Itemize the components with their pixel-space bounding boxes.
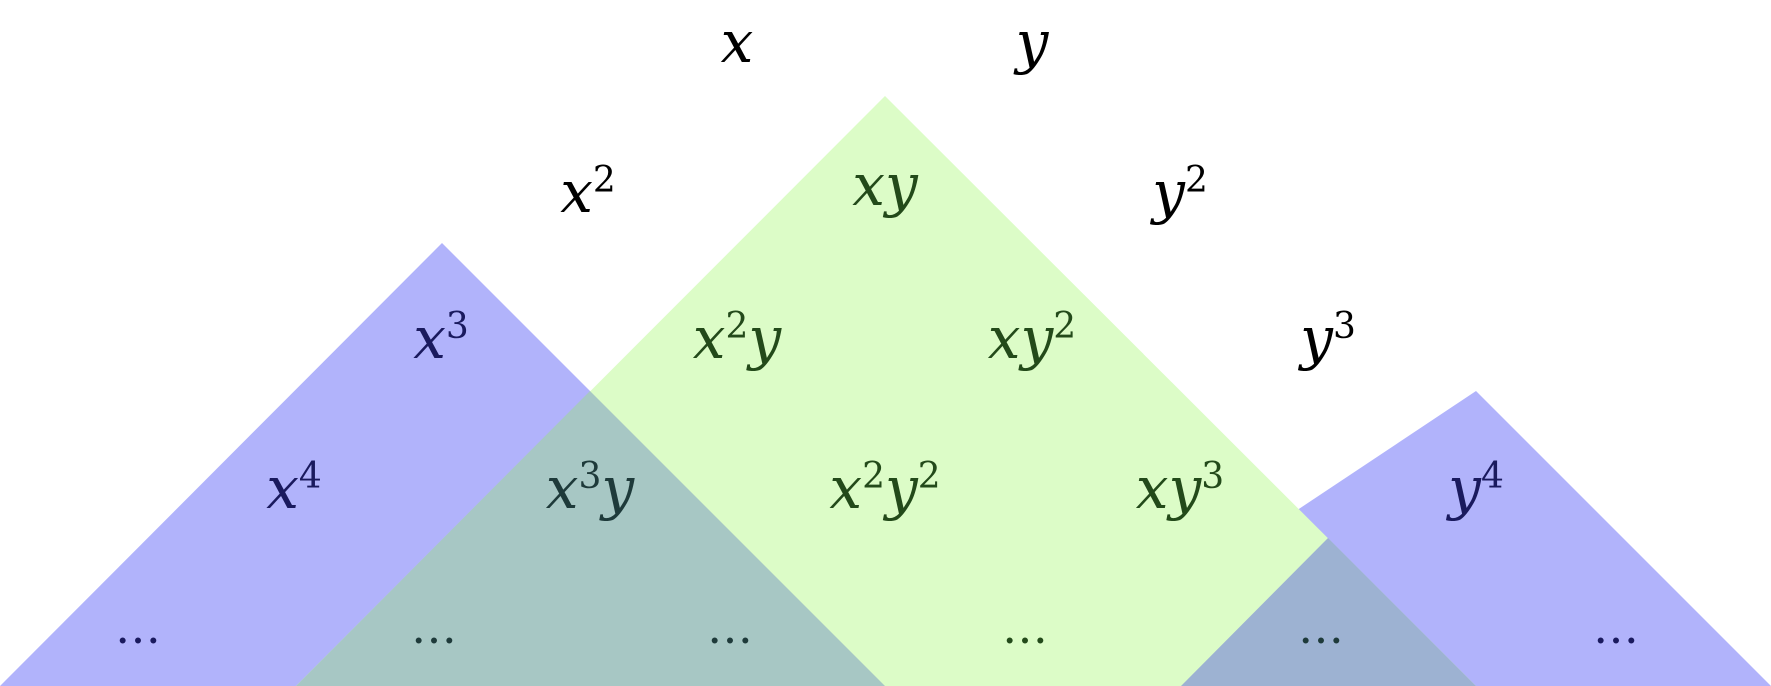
- left-overlap-region: [296, 391, 885, 686]
- monomial-x2: x2: [560, 158, 616, 226]
- monomial-y: y: [1015, 8, 1049, 76]
- monomial-y2: y2: [1152, 158, 1208, 226]
- monomial-x2y: x2y: [692, 304, 782, 372]
- monomial-x3: x3: [413, 304, 469, 372]
- ellipsis: …: [1298, 600, 1350, 654]
- monomial-y4: y4: [1448, 454, 1504, 522]
- ellipsis: …: [707, 600, 759, 654]
- ellipsis: …: [115, 600, 167, 654]
- monomial-y3: y3: [1300, 304, 1356, 372]
- monomial-x3y: x3y: [545, 454, 635, 522]
- ellipsis: …: [411, 600, 463, 654]
- monomial-x4: x4: [266, 454, 322, 522]
- monomial-x2y2: x2y2: [829, 454, 941, 522]
- ellipsis: …: [1002, 600, 1054, 654]
- monomial-xy2: xy2: [987, 304, 1077, 372]
- monomial-xy: xy: [852, 151, 918, 219]
- right-overlap-region: [1181, 538, 1476, 686]
- monomial-xy3: xy3: [1135, 454, 1225, 522]
- ellipsis: …: [1593, 600, 1645, 654]
- monomial-x: x: [720, 8, 754, 76]
